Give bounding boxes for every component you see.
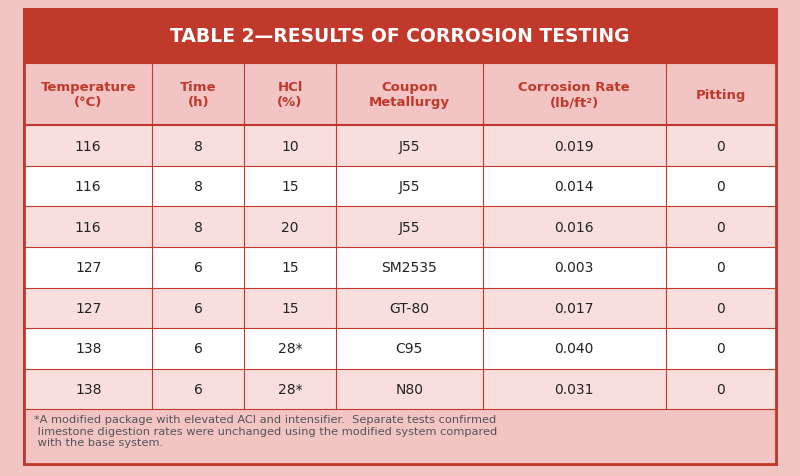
Text: 0: 0 <box>717 220 726 234</box>
Text: J55: J55 <box>398 180 420 194</box>
FancyBboxPatch shape <box>24 10 776 64</box>
Text: 8: 8 <box>194 139 202 153</box>
Text: J55: J55 <box>398 139 420 153</box>
Text: Coupon
Metallurgy: Coupon Metallurgy <box>369 81 450 109</box>
Text: J55: J55 <box>398 220 420 234</box>
Text: 116: 116 <box>75 220 102 234</box>
Text: 0.014: 0.014 <box>554 180 594 194</box>
FancyBboxPatch shape <box>24 328 776 369</box>
Text: 15: 15 <box>281 261 298 275</box>
FancyBboxPatch shape <box>24 369 776 409</box>
Text: 15: 15 <box>281 301 298 315</box>
Text: 116: 116 <box>75 139 102 153</box>
Text: 8: 8 <box>194 220 202 234</box>
Text: 6: 6 <box>194 382 202 396</box>
Text: 15: 15 <box>281 180 298 194</box>
Text: C95: C95 <box>395 342 423 356</box>
Text: 0.019: 0.019 <box>554 139 594 153</box>
Text: 0.017: 0.017 <box>554 301 594 315</box>
Text: SM2535: SM2535 <box>382 261 437 275</box>
Text: Corrosion Rate
(lb/ft²): Corrosion Rate (lb/ft²) <box>518 81 630 109</box>
Text: 0: 0 <box>717 180 726 194</box>
Text: 0: 0 <box>717 382 726 396</box>
Text: HCl
(%): HCl (%) <box>278 81 302 109</box>
Text: 10: 10 <box>281 139 298 153</box>
Text: 28*: 28* <box>278 342 302 356</box>
FancyBboxPatch shape <box>24 248 776 288</box>
Text: N80: N80 <box>395 382 423 396</box>
FancyBboxPatch shape <box>24 288 776 328</box>
Text: 6: 6 <box>194 342 202 356</box>
Text: 138: 138 <box>75 382 102 396</box>
FancyBboxPatch shape <box>24 167 776 207</box>
Text: 0: 0 <box>717 301 726 315</box>
Text: Temperature
(°C): Temperature (°C) <box>40 81 136 109</box>
Text: 8: 8 <box>194 180 202 194</box>
FancyBboxPatch shape <box>24 64 776 126</box>
Text: Pitting: Pitting <box>696 89 746 102</box>
Text: 127: 127 <box>75 261 102 275</box>
Text: *A modified package with elevated ACI and intensifier.  Separate tests confirmed: *A modified package with elevated ACI an… <box>34 414 497 447</box>
Text: 127: 127 <box>75 301 102 315</box>
Text: 138: 138 <box>75 342 102 356</box>
FancyBboxPatch shape <box>24 409 776 464</box>
Text: 28*: 28* <box>278 382 302 396</box>
Text: TABLE 2—RESULTS OF CORROSION TESTING: TABLE 2—RESULTS OF CORROSION TESTING <box>170 28 630 46</box>
Text: 0.031: 0.031 <box>554 382 594 396</box>
Text: 116: 116 <box>75 180 102 194</box>
Text: GT-80: GT-80 <box>389 301 429 315</box>
FancyBboxPatch shape <box>24 10 776 464</box>
Text: 0.040: 0.040 <box>554 342 594 356</box>
Text: 6: 6 <box>194 261 202 275</box>
Text: 0.016: 0.016 <box>554 220 594 234</box>
Text: 0: 0 <box>717 261 726 275</box>
Text: 0: 0 <box>717 342 726 356</box>
Text: 0: 0 <box>717 139 726 153</box>
Text: Time
(h): Time (h) <box>180 81 217 109</box>
Text: 0.003: 0.003 <box>554 261 594 275</box>
FancyBboxPatch shape <box>24 126 776 167</box>
FancyBboxPatch shape <box>24 207 776 248</box>
Text: 6: 6 <box>194 301 202 315</box>
Text: 20: 20 <box>282 220 298 234</box>
